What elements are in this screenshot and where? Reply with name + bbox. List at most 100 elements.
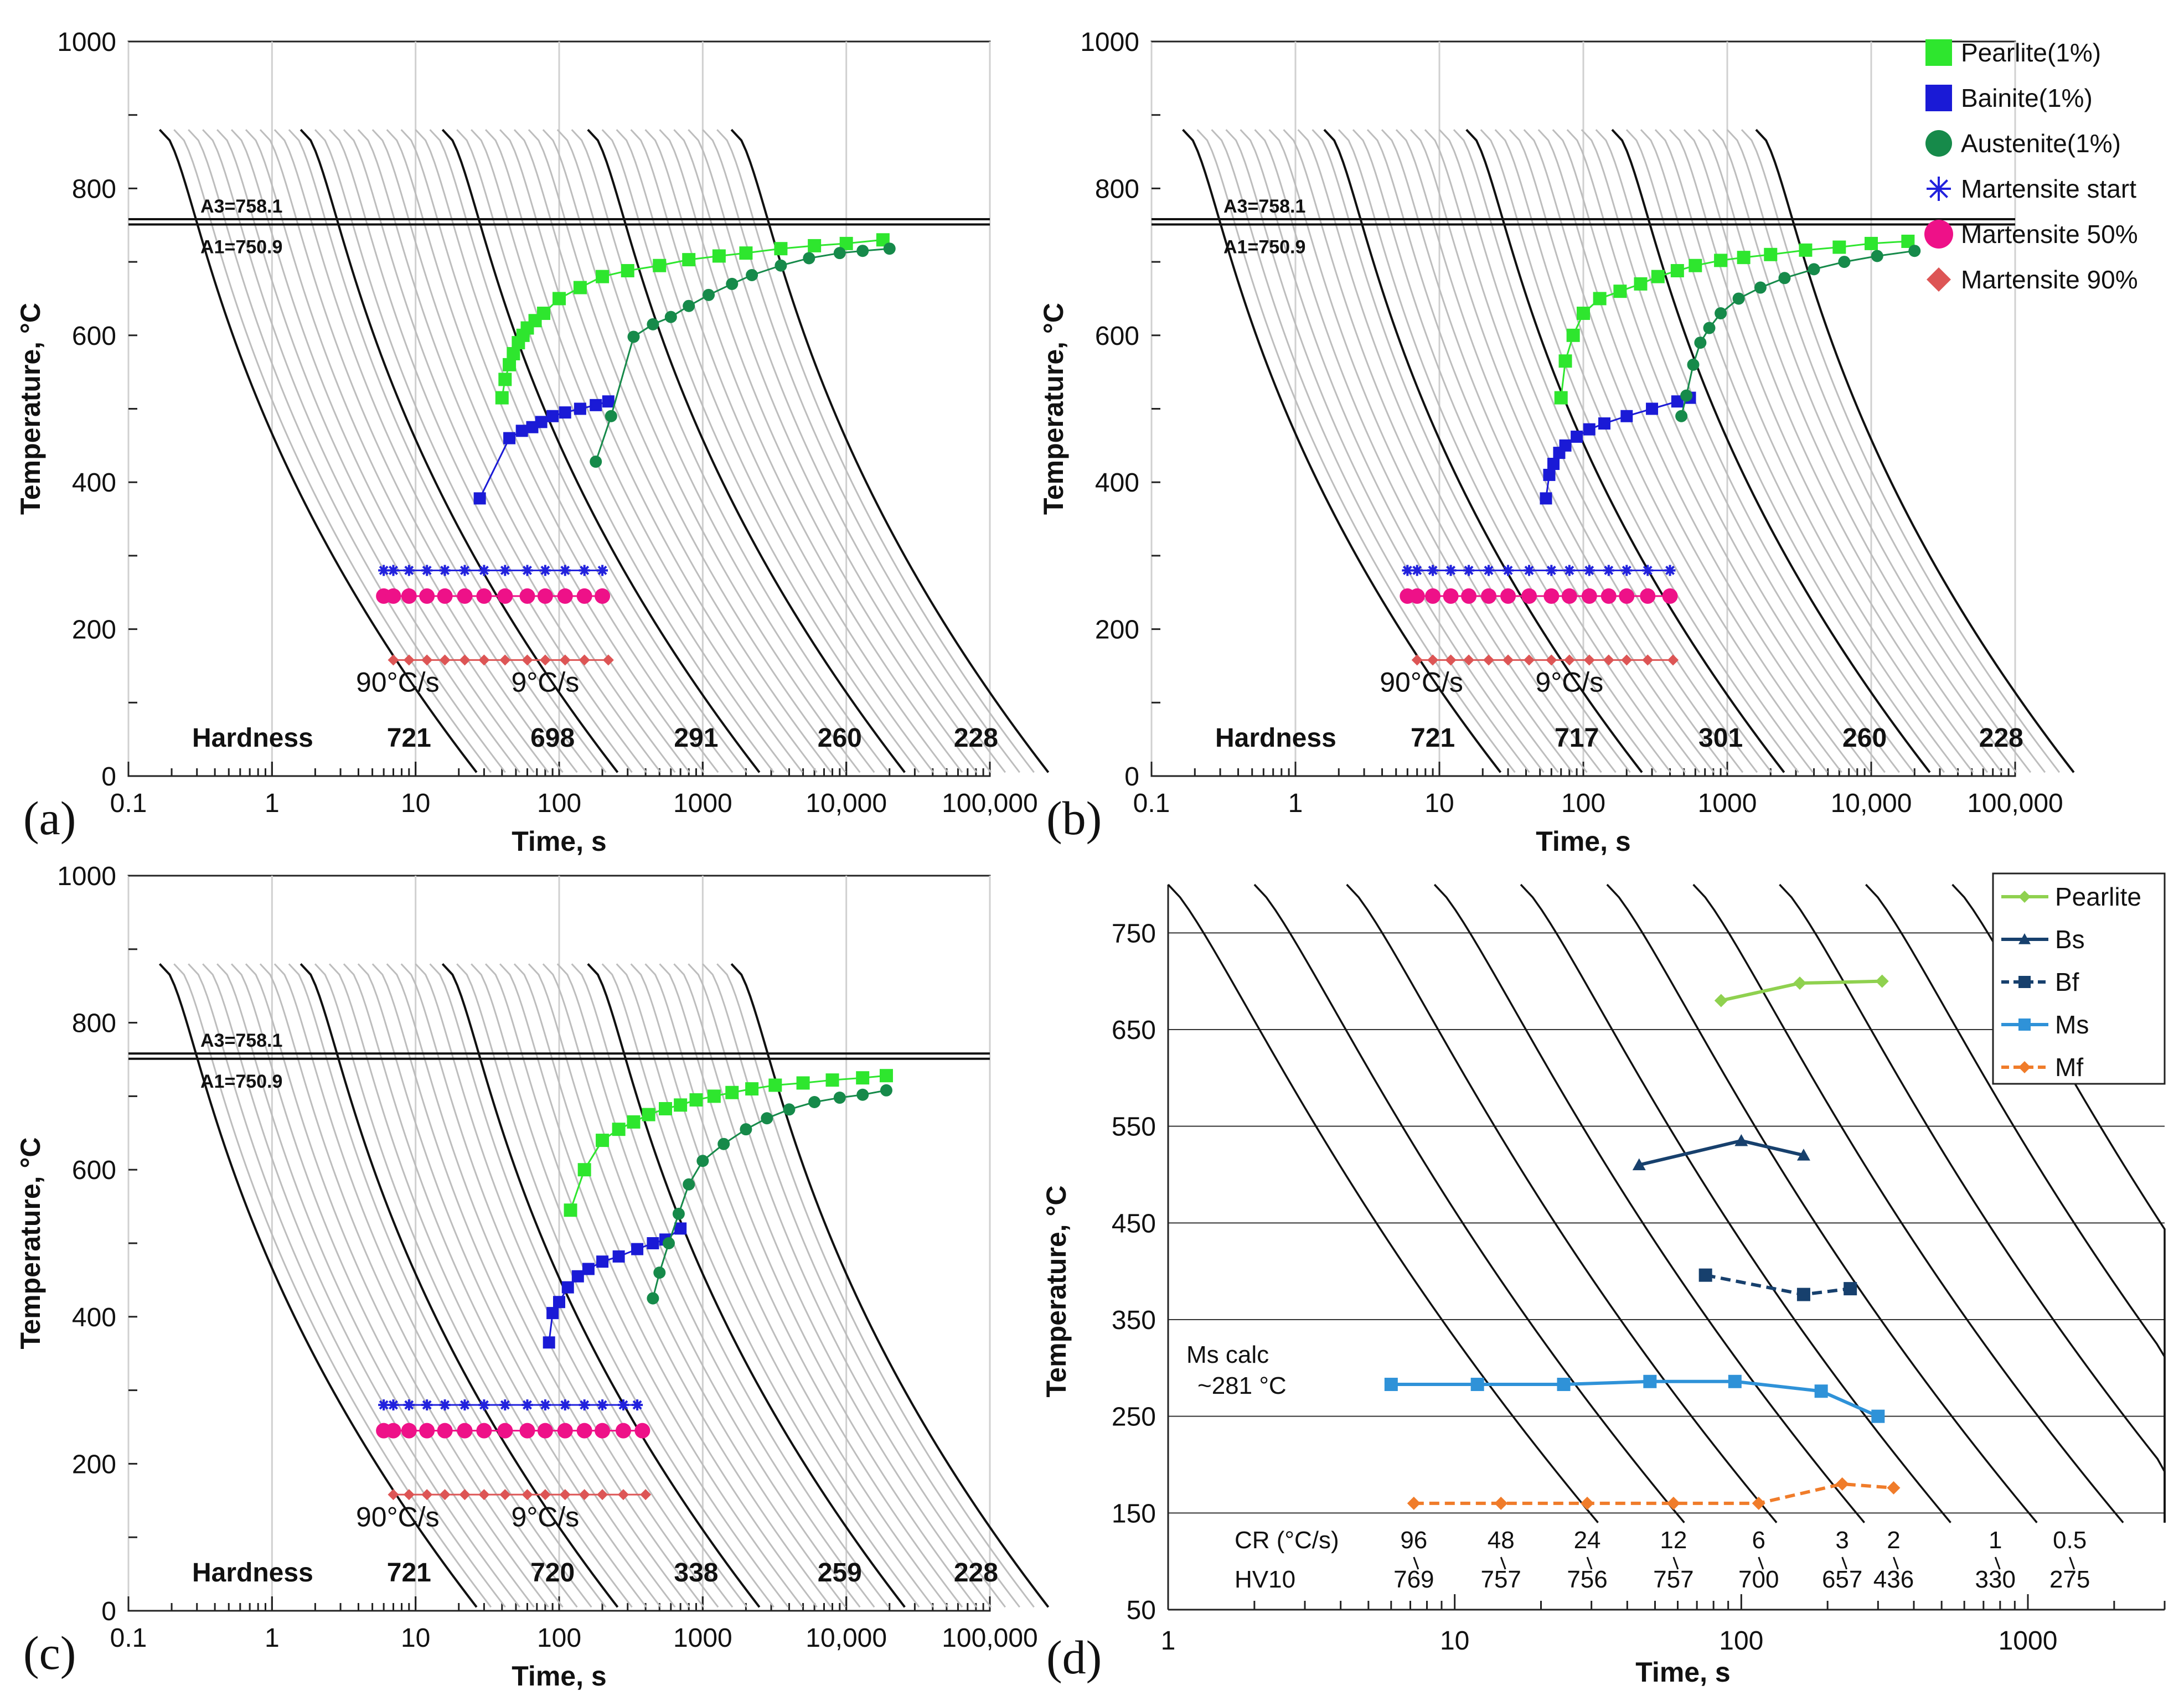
- x-tick-label: 1: [1161, 1626, 1176, 1656]
- data-point-mf: [1835, 1477, 1849, 1491]
- y-tick-label: 400: [72, 468, 116, 498]
- data-point-5: [559, 1489, 571, 1501]
- cooling-curve-gray: [1352, 129, 1672, 773]
- data-point-3: [1621, 565, 1633, 576]
- data-point-0: [745, 1082, 759, 1096]
- data-point-3: [539, 1399, 551, 1411]
- data-point-bs: [1796, 1149, 1810, 1161]
- cooling-curve-gray: [485, 129, 803, 773]
- cooling-curve-gray: [328, 963, 647, 1608]
- data-point-2: [761, 1112, 773, 1125]
- data-point-0: [596, 1134, 610, 1147]
- data-point-2: [703, 288, 715, 301]
- data-point-1: [1598, 417, 1610, 430]
- cooling-curve-gray: [245, 963, 564, 1608]
- data-point-5: [1583, 654, 1595, 666]
- cooling-curve-gray: [644, 129, 963, 773]
- hv-label: HV10: [1235, 1566, 1295, 1593]
- data-point-3: [1546, 565, 1557, 576]
- data-point-4: [1500, 588, 1516, 604]
- cooling-curve-gray: [259, 963, 578, 1608]
- data-point-5: [388, 1489, 399, 1501]
- legend-label: Martensite start: [1961, 174, 2136, 203]
- data-point-2: [740, 1123, 752, 1136]
- data-point-2: [683, 1178, 695, 1191]
- cooling-curve: [1465, 128, 1785, 773]
- cooling-curve-gray: [188, 129, 506, 773]
- cooling-curve-gray: [1395, 129, 1715, 773]
- cooling-curve-gray: [371, 129, 690, 773]
- data-point-3: [378, 1399, 390, 1411]
- cooling-curve-gray: [357, 129, 676, 773]
- data-point-ms: [1384, 1378, 1398, 1392]
- data-point-4: [1600, 588, 1617, 604]
- data-point-5: [439, 1489, 451, 1501]
- data-point-2: [1703, 322, 1716, 334]
- data-point-5: [597, 1489, 608, 1501]
- panel-b-chart: A3=758.1 A1=750.9 0 200 400 600 800 1000 0.1 1 10 1…: [1038, 28, 2075, 857]
- hv-value: 657: [1822, 1566, 1862, 1593]
- data-point-4: [476, 1423, 492, 1439]
- data-point-bs: [1734, 1134, 1748, 1146]
- data-point-1: [535, 416, 548, 428]
- hv-value: 756: [1567, 1566, 1607, 1593]
- cooling-curve-gray: [616, 129, 934, 773]
- data-point-2: [783, 1103, 796, 1116]
- cooling-curve-gray: [415, 129, 734, 773]
- cooling-curve-gray: [499, 129, 818, 773]
- data-point-0: [879, 1069, 893, 1083]
- cooling-curve-gray: [343, 963, 662, 1608]
- x-tick-label: 10,000: [806, 789, 887, 818]
- cooling-curve: [300, 128, 619, 773]
- legend-marker: [2018, 1061, 2031, 1073]
- data-point-3: [1402, 565, 1413, 576]
- cooling-curve: [1253, 883, 1685, 1523]
- legend-label: Pearlite: [2055, 882, 2141, 911]
- cooling-curve-gray: [630, 963, 949, 1608]
- data-point-5: [1524, 654, 1535, 666]
- cooling-curve-gray: [400, 963, 719, 1608]
- data-point-5: [1563, 654, 1575, 666]
- data-point-5: [499, 654, 511, 666]
- data-point-0: [1613, 285, 1627, 298]
- cooling-rate-label: 9°C/s: [511, 1501, 579, 1532]
- legend-label: Martensite 50%: [1961, 220, 2138, 249]
- data-point-3: [579, 565, 590, 576]
- legend-label: Martensite 90%: [1961, 265, 2138, 294]
- cooling-curve-gray: [471, 963, 789, 1608]
- data-point-3: [403, 565, 415, 576]
- data-point-1: [582, 1263, 595, 1275]
- y-tick-label: 800: [1095, 174, 1139, 204]
- cr-leader: [1586, 1557, 1593, 1570]
- data-point-0: [1832, 240, 1846, 254]
- cooling-curve-gray: [513, 963, 832, 1608]
- cooling-curve-gray: [1338, 129, 1658, 773]
- cooling-curve: [1520, 883, 1951, 1523]
- data-point-5: [1621, 654, 1633, 666]
- y-tick-label: 600: [72, 322, 116, 351]
- cooling-curve-gray: [1669, 129, 1989, 773]
- y-axis-label: Temperature, °C: [15, 303, 46, 515]
- panel-d-chart: 50 150 250 350 450 550 650 750 1 10 100 1000 Time, s…: [1041, 883, 2166, 1688]
- data-point-2: [1778, 272, 1791, 285]
- y-axis-label: Temperature, °C: [1038, 303, 1069, 515]
- data-point-1: [546, 410, 559, 422]
- data-point-1: [571, 1270, 584, 1283]
- data-point-5: [522, 1489, 533, 1501]
- x-tick-label: 1000: [673, 1624, 732, 1653]
- cooling-curve-gray: [273, 963, 592, 1608]
- data-point-3: [1583, 565, 1595, 576]
- cooling-curve-gray: [314, 129, 633, 773]
- data-point-5: [539, 654, 551, 666]
- data-point-mf: [1407, 1496, 1421, 1510]
- legend-marker: [1925, 39, 1952, 66]
- cooling-curve-gray: [702, 963, 1020, 1608]
- cooling-curve-gray: [1225, 129, 1545, 773]
- cooling-curve-gray: [288, 129, 607, 773]
- data-point-0: [1566, 328, 1580, 342]
- x-tick-label: 10: [1440, 1626, 1469, 1656]
- cooling-curve: [730, 963, 1050, 1608]
- x-tick-label: 1000: [1698, 789, 1757, 818]
- data-point-3: [459, 565, 471, 576]
- data-point-3: [403, 1399, 415, 1411]
